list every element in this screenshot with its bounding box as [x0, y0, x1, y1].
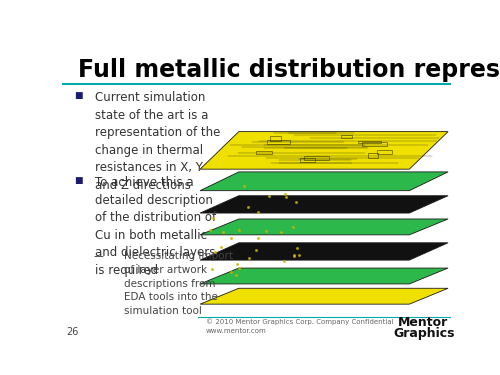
- Text: Full metallic distribution representation: Full metallic distribution representatio…: [78, 58, 500, 82]
- Bar: [341, 135, 352, 138]
- Polygon shape: [200, 132, 448, 169]
- Text: Mentor: Mentor: [398, 316, 448, 329]
- Text: 26: 26: [66, 327, 79, 336]
- Polygon shape: [200, 172, 448, 190]
- Polygon shape: [200, 288, 448, 304]
- Text: Graphics: Graphics: [394, 327, 456, 339]
- Bar: [300, 158, 315, 162]
- Bar: [358, 141, 381, 143]
- Polygon shape: [200, 243, 448, 260]
- Bar: [270, 136, 281, 141]
- Text: Current simulation
state of the art is a
representation of the
change in thermal: Current simulation state of the art is a…: [96, 91, 221, 192]
- Text: © 2010 Mentor Graphics Corp. Company Confidential
www.mentor.com: © 2010 Mentor Graphics Corp. Company Con…: [206, 319, 394, 334]
- Bar: [377, 150, 392, 154]
- Text: Necessitating import
of layer artwork
descriptions from
EDA tools into the
simul: Necessitating import of layer artwork de…: [124, 252, 234, 316]
- Bar: [267, 140, 290, 144]
- Text: ■: ■: [74, 176, 82, 185]
- Bar: [256, 152, 272, 154]
- Polygon shape: [200, 196, 448, 213]
- Polygon shape: [200, 268, 448, 284]
- Text: To achieve this a
detailed description
of the distribution of
Cu in both metalli: To achieve this a detailed description o…: [96, 176, 216, 277]
- Text: ■: ■: [74, 91, 82, 100]
- Polygon shape: [200, 219, 448, 235]
- Bar: [362, 142, 386, 146]
- Bar: [304, 156, 329, 160]
- Bar: [368, 153, 378, 158]
- Text: —: —: [94, 252, 104, 261]
